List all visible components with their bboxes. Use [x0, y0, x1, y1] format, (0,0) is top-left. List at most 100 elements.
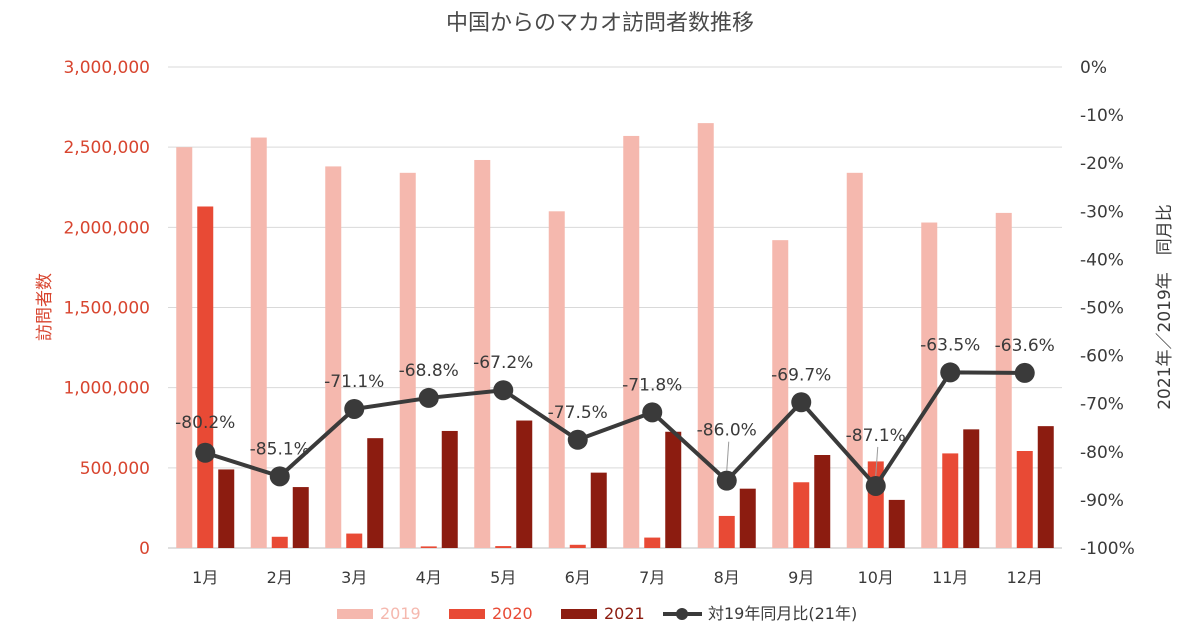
line-point: [418, 387, 439, 408]
y-tick-label-right: -80%: [1080, 443, 1124, 463]
line-data-label: -71.1%: [324, 372, 384, 392]
legend-swatch-2019: [337, 609, 373, 619]
bar-2019: [697, 123, 714, 548]
axis-labels: 0 500,000 1,000,000 1,500,000 2,000,000 2,500…: [63, 58, 1134, 587]
y-axis-left-label: 訪問者数: [35, 273, 55, 341]
x-tick-label: 10月: [858, 568, 894, 587]
bar-2019: [176, 147, 193, 548]
legend: 2019 2020 2021 対19年同月比(21年): [337, 604, 857, 623]
line-ratio: [204, 370, 1025, 488]
line-series: -80.2% -85.1% -71.1% -68.8% -67.2% -77.5% -71.…: [175, 335, 1055, 496]
line-point: [642, 402, 663, 423]
bar-2020: [495, 546, 512, 548]
line-data-label: -85.1%: [250, 439, 310, 459]
bar-2021: [814, 455, 831, 548]
line-point: [493, 380, 514, 401]
line-data-label: -63.5%: [920, 335, 980, 355]
y-tick-label-right: 0%: [1080, 58, 1107, 78]
y-tick-label-left: 500,000: [80, 459, 150, 479]
line-point: [791, 392, 812, 413]
x-tick-label: 9月: [788, 568, 814, 587]
bar-2021: [516, 420, 533, 548]
y-tick-label-right: -40%: [1080, 250, 1124, 270]
y-tick-label-right: -90%: [1080, 491, 1124, 511]
bar-2021: [292, 487, 309, 548]
x-tick-label: 12月: [1007, 568, 1043, 587]
bar-2020: [718, 515, 735, 548]
legend-label-2020: 2020: [492, 604, 533, 623]
y-tick-label-right: -60%: [1080, 347, 1124, 367]
bar-2021: [367, 438, 384, 548]
legend-label-line: 対19年同月比(21年): [708, 604, 857, 623]
bar-2019: [399, 172, 416, 548]
data-label-leader: [726, 441, 730, 471]
x-tick-label: 1月: [192, 568, 218, 587]
bar-2021: [590, 472, 607, 548]
bar-2021: [441, 430, 458, 548]
line-point: [940, 362, 961, 383]
x-tick-label: 4月: [416, 568, 442, 587]
line-point: [344, 398, 365, 419]
y-tick-label-left: 3,000,000: [63, 58, 150, 78]
x-tick-label: 5月: [490, 568, 516, 587]
y-tick-label-left: 2,000,000: [63, 218, 150, 238]
line-point: [1014, 362, 1035, 383]
bar-2021: [665, 431, 682, 548]
line-data-label: -63.6%: [995, 336, 1055, 356]
y-tick-label-left: 0: [139, 539, 150, 559]
bar-2019: [772, 240, 789, 548]
line-point: [716, 470, 737, 491]
bar-2020: [569, 544, 586, 548]
line-data-label: -69.7%: [771, 365, 831, 385]
bar-2019: [995, 212, 1012, 549]
y-tick-label-right: -100%: [1080, 539, 1135, 559]
y-tick-label-right: -30%: [1080, 202, 1124, 222]
line-data-label: -68.8%: [399, 361, 459, 381]
legend-label-2021: 2021: [604, 604, 645, 623]
x-tick-label: 6月: [565, 568, 591, 587]
bar-2020: [1016, 450, 1033, 548]
bar-2019: [846, 172, 863, 548]
chart-title: 中国からのマカオ訪問者数推移: [446, 11, 754, 36]
x-tick-label: 3月: [341, 568, 367, 587]
bar-2019: [548, 211, 565, 549]
bar-2021: [218, 469, 235, 548]
line-point: [269, 466, 290, 487]
y-tick-label-left: 1,000,000: [63, 379, 150, 399]
line-data-label: -80.2%: [175, 413, 235, 433]
y-tick-label-right: -20%: [1080, 154, 1124, 174]
bar-2019: [474, 159, 491, 548]
y-tick-label-right: -50%: [1080, 299, 1124, 319]
line-point: [567, 429, 588, 450]
x-tick-label: 8月: [714, 568, 740, 587]
line-data-label: -87.1%: [846, 426, 906, 446]
legend-swatch-2021: [561, 609, 597, 619]
x-tick-label: 7月: [639, 568, 665, 587]
legend-marker-line: [676, 608, 688, 620]
bar-2019: [921, 222, 938, 549]
bar-2021: [888, 499, 905, 548]
x-tick-label: 11月: [932, 568, 968, 587]
y-tick-label-left: 2,500,000: [63, 138, 150, 158]
bar-2020: [346, 533, 363, 548]
y-tick-label-right: -10%: [1080, 106, 1124, 126]
bar-2020: [942, 453, 959, 548]
bar-2019: [325, 166, 342, 548]
bar-2020: [197, 206, 214, 549]
bar-series: [176, 123, 1054, 549]
bar-2020: [644, 537, 661, 548]
line-point: [195, 442, 216, 463]
bar-2020: [420, 546, 437, 548]
data-label-leader: [875, 446, 879, 476]
line-data-label: -67.2%: [473, 353, 533, 373]
x-tick-label: 2月: [267, 568, 293, 587]
bar-2020: [271, 536, 288, 548]
line-point: [865, 475, 886, 496]
bar-2021: [739, 488, 756, 548]
legend-swatch-2020: [449, 609, 485, 619]
line-data-label: -77.5%: [548, 403, 608, 423]
legend-label-2019: 2019: [380, 604, 421, 623]
y-axis-right-label: 2021年／2019年 同月比: [1155, 204, 1175, 410]
